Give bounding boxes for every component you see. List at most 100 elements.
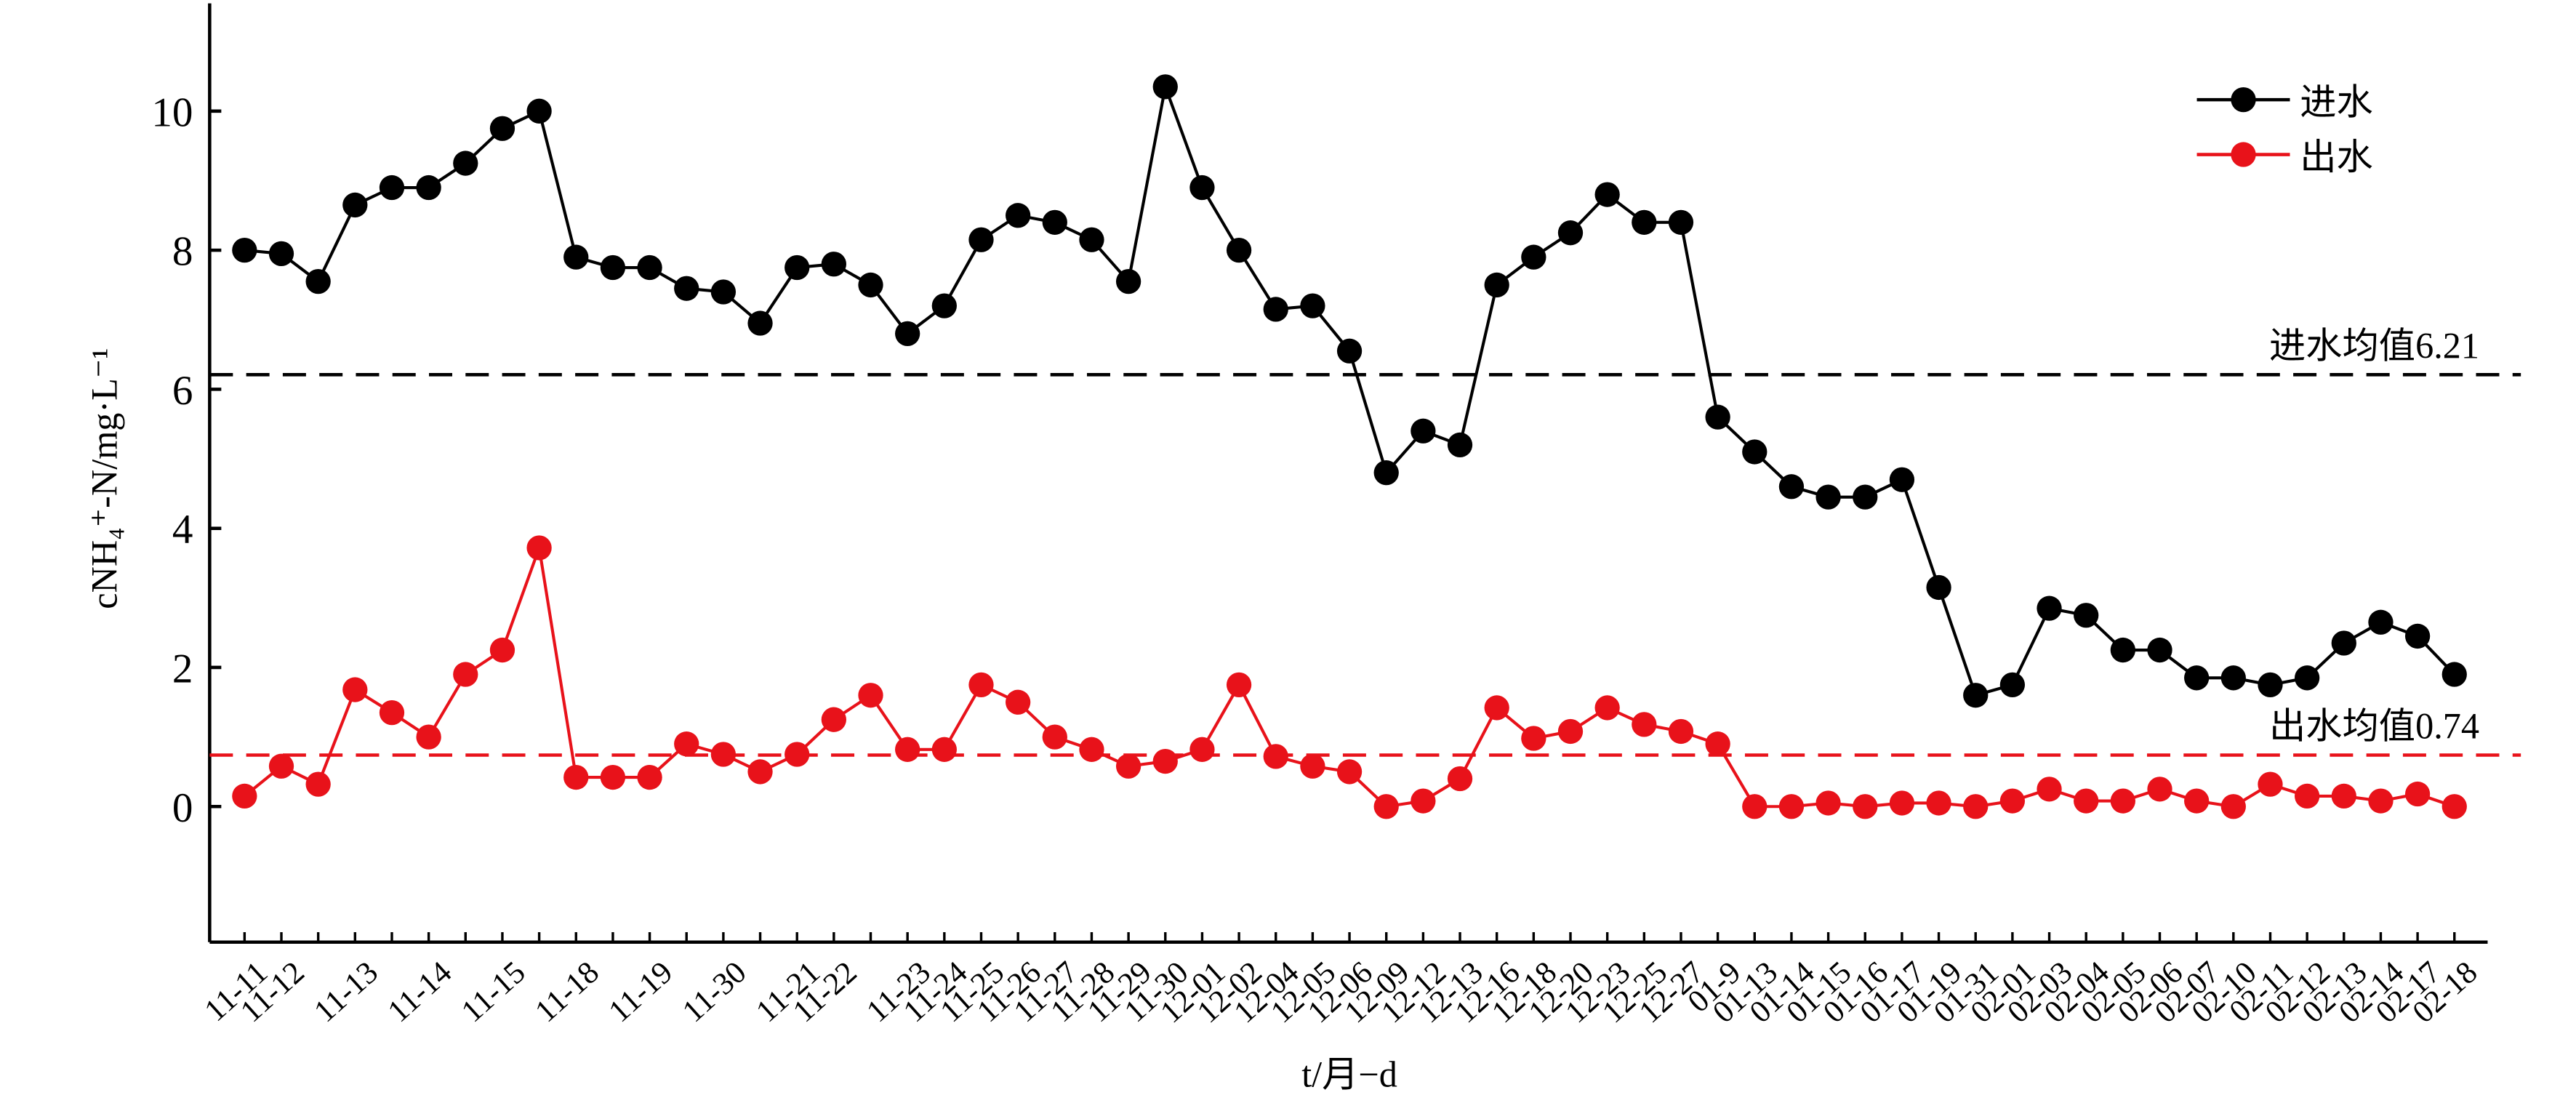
x-tick-label: 11-13 [308, 955, 385, 1029]
data-point [453, 662, 478, 687]
data-point [1336, 759, 1363, 785]
data-point [1999, 788, 2026, 814]
data-point [674, 731, 699, 757]
data-point [1632, 712, 1657, 737]
data-point [1815, 484, 1841, 510]
data-point [1189, 175, 1215, 201]
data-point [821, 707, 846, 732]
data-point [2368, 609, 2394, 635]
data-point [1226, 672, 1252, 698]
data-point [2368, 788, 2394, 814]
legend-label: 进水 [2300, 82, 2373, 123]
data-point [1778, 474, 1805, 500]
data-point [1926, 574, 1951, 601]
data-point [2074, 603, 2099, 628]
data-point [416, 175, 441, 201]
x-tick-label: 11-18 [529, 955, 606, 1029]
data-point [2331, 783, 2356, 809]
data-point [1484, 272, 1509, 298]
x-tick-label: 11-30 [675, 955, 753, 1029]
data-point [1263, 744, 1288, 769]
data-point [2220, 665, 2246, 691]
data-point [2110, 788, 2135, 814]
data-point [342, 677, 368, 702]
data-point [2074, 788, 2099, 814]
y-tick-label: 2 [172, 646, 193, 692]
data-point [232, 237, 257, 263]
data-point [1705, 404, 1730, 430]
data-point [305, 771, 331, 797]
data-point [1815, 790, 1841, 816]
data-point [858, 683, 883, 708]
data-point [268, 753, 294, 779]
data-point [600, 254, 626, 281]
data-point [2404, 623, 2431, 649]
data-point [747, 310, 773, 336]
data-point [895, 321, 920, 347]
data-point [342, 192, 368, 218]
data-point [563, 764, 589, 790]
y-tick-label: 0 [172, 785, 193, 831]
data-point [1189, 737, 1215, 762]
data-point [268, 241, 294, 267]
data-point [785, 254, 810, 281]
data-point [1668, 209, 1694, 235]
data-point [2441, 662, 2467, 687]
data-point [637, 254, 662, 281]
data-point [1336, 338, 1363, 364]
data-point [1042, 209, 1067, 235]
data-point [2258, 771, 2283, 797]
data-point [968, 227, 994, 252]
y-axis-label: cNH₄⁺-N/mg·L⁻¹ [84, 348, 124, 609]
data-point [526, 535, 552, 561]
data-point [379, 699, 405, 726]
data-point [931, 293, 957, 318]
data-point [1079, 227, 1104, 252]
data-point [895, 737, 920, 762]
reference-label: 出水均值0.74 [2269, 706, 2479, 747]
data-point [1521, 244, 1546, 270]
data-point [563, 244, 589, 270]
data-point [526, 98, 552, 124]
data-point [1963, 794, 1989, 819]
data-point [1705, 731, 1730, 757]
data-point [1226, 237, 1252, 263]
data-point [1853, 794, 1878, 819]
data-point [1447, 766, 1473, 792]
data-point [858, 272, 883, 298]
data-point [2037, 777, 2062, 802]
data-point [710, 742, 737, 767]
data-point [1999, 672, 2026, 698]
data-point [1152, 748, 1178, 774]
data-point [2184, 788, 2210, 814]
data-point [489, 116, 515, 141]
data-point [1853, 484, 1878, 510]
data-point [1926, 790, 1951, 816]
data-point [1778, 794, 1805, 819]
data-point [2147, 637, 2172, 663]
data-point [747, 759, 773, 785]
data-point [305, 269, 331, 294]
y-tick-label: 4 [172, 507, 193, 553]
y-tick-label: 6 [172, 368, 193, 414]
data-point [1300, 293, 1325, 318]
data-point [1668, 718, 1694, 745]
data-point [1742, 794, 1768, 819]
data-point [710, 279, 737, 305]
legend-label: 出水 [2300, 137, 2373, 177]
data-point [2258, 672, 2283, 698]
data-point [931, 737, 957, 762]
data-point [1079, 737, 1104, 762]
data-point [1300, 753, 1325, 779]
data-point [1521, 726, 1546, 751]
data-point [232, 783, 257, 809]
data-point [1742, 439, 1768, 465]
data-point [2441, 794, 2467, 819]
data-point [379, 175, 405, 201]
data-point [2294, 783, 2320, 809]
data-point [1484, 695, 1509, 721]
data-point [674, 276, 699, 301]
data-point [2220, 794, 2246, 819]
